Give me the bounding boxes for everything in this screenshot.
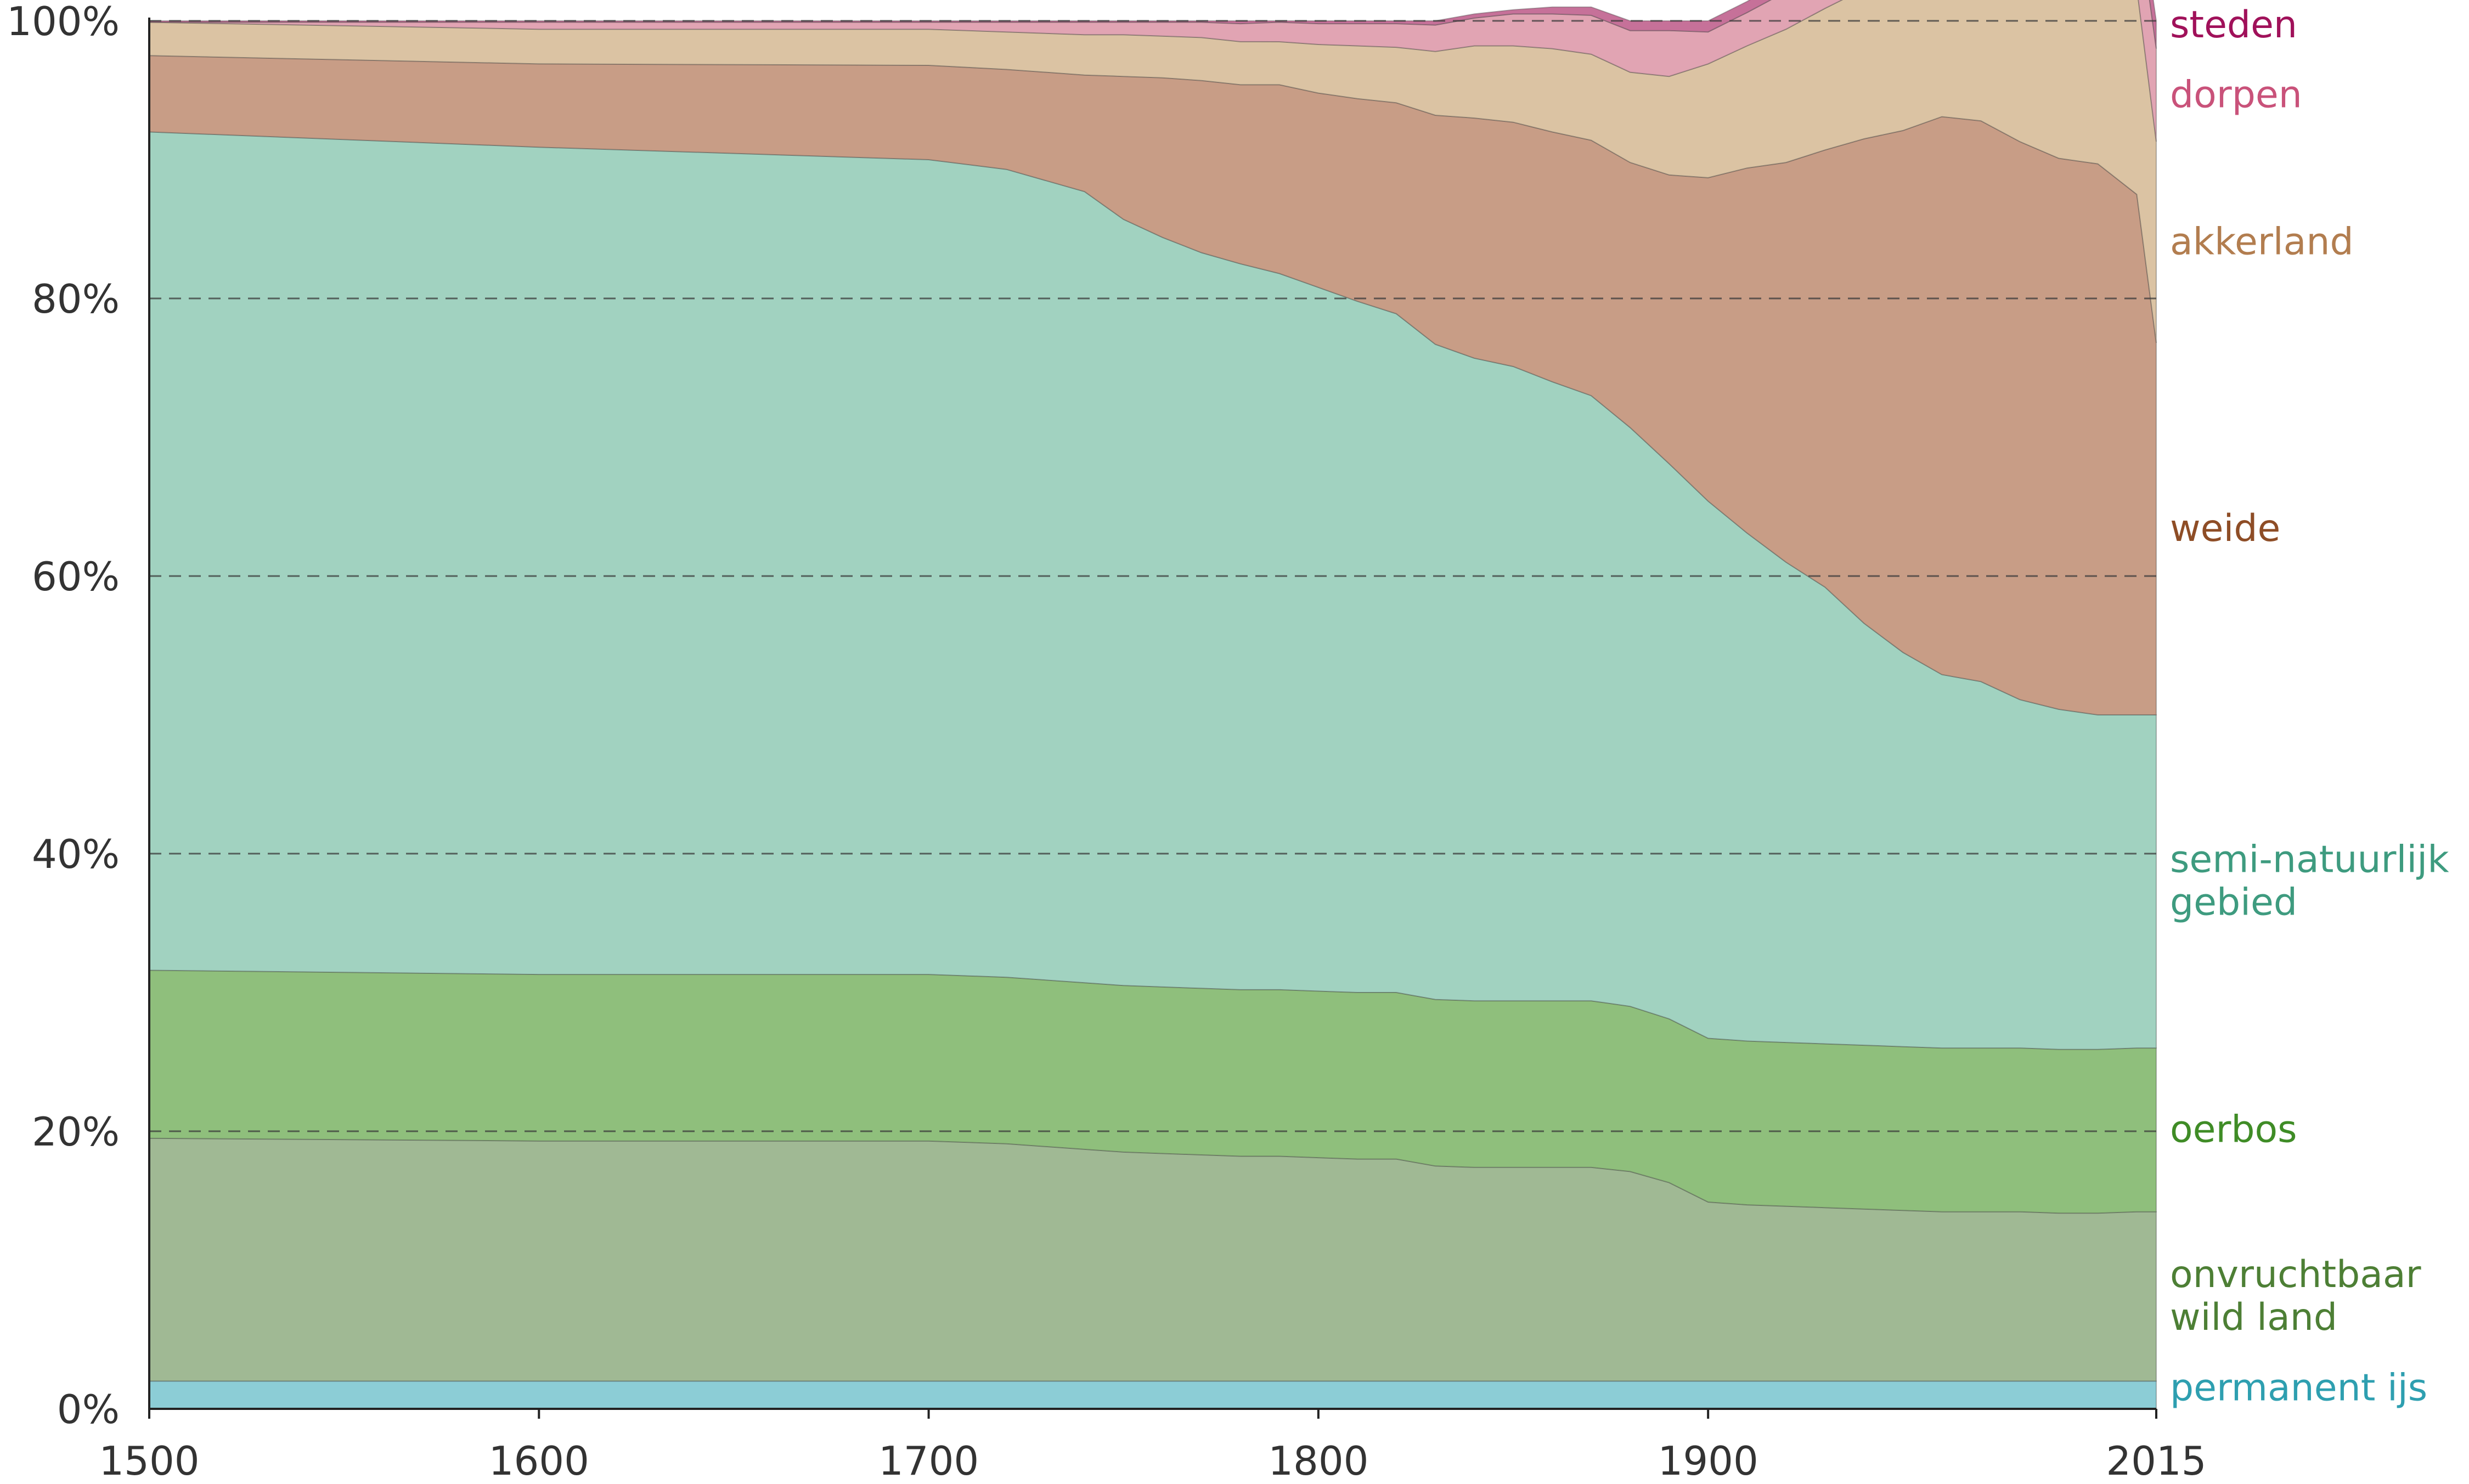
x-tick-label: 2015 [2106,1438,2206,1484]
series-label-cities: steden [2170,3,2297,47]
series-label-barren: onvruchtbaar [2170,1253,2421,1296]
y-tick-label: 80% [32,276,120,322]
axes [148,18,2156,1410]
series-label-pasture: weide [2170,507,2280,550]
y-tick-label: 40% [32,831,120,877]
x-tick-label: 1800 [1268,1438,1368,1484]
y-tick-label: 60% [32,554,120,600]
series-label-cropland: akkerland [2170,221,2354,264]
series-label-primary: oerbos [2170,1108,2297,1151]
y-axis-tick-labels: 0% 20% 40% 60% 80% 100% [7,0,120,1432]
y-tick-label: 100% [7,0,120,44]
x-tick-label: 1900 [1658,1438,1758,1484]
series-areas [149,0,2157,1409]
x-tick-label: 1600 [489,1438,589,1484]
series-label-seminat: gebied [2170,881,2297,924]
series-label-ice: permanent ijs [2170,1367,2427,1410]
y-tick-label: 20% [32,1109,120,1155]
series-label-villages: dorpen [2170,73,2302,116]
x-tick-label: 1700 [878,1438,979,1484]
area-ice [149,1380,2157,1409]
series-label-barren: wild land [2170,1296,2337,1339]
y-tick-label: 0% [57,1386,120,1432]
series-label-seminat: semi-natuurlijk [2170,838,2449,882]
x-tick-label: 1500 [99,1438,199,1484]
x-axis-tick-labels: 1500 1600 1700 1800 1900 2015 [99,1409,2207,1484]
